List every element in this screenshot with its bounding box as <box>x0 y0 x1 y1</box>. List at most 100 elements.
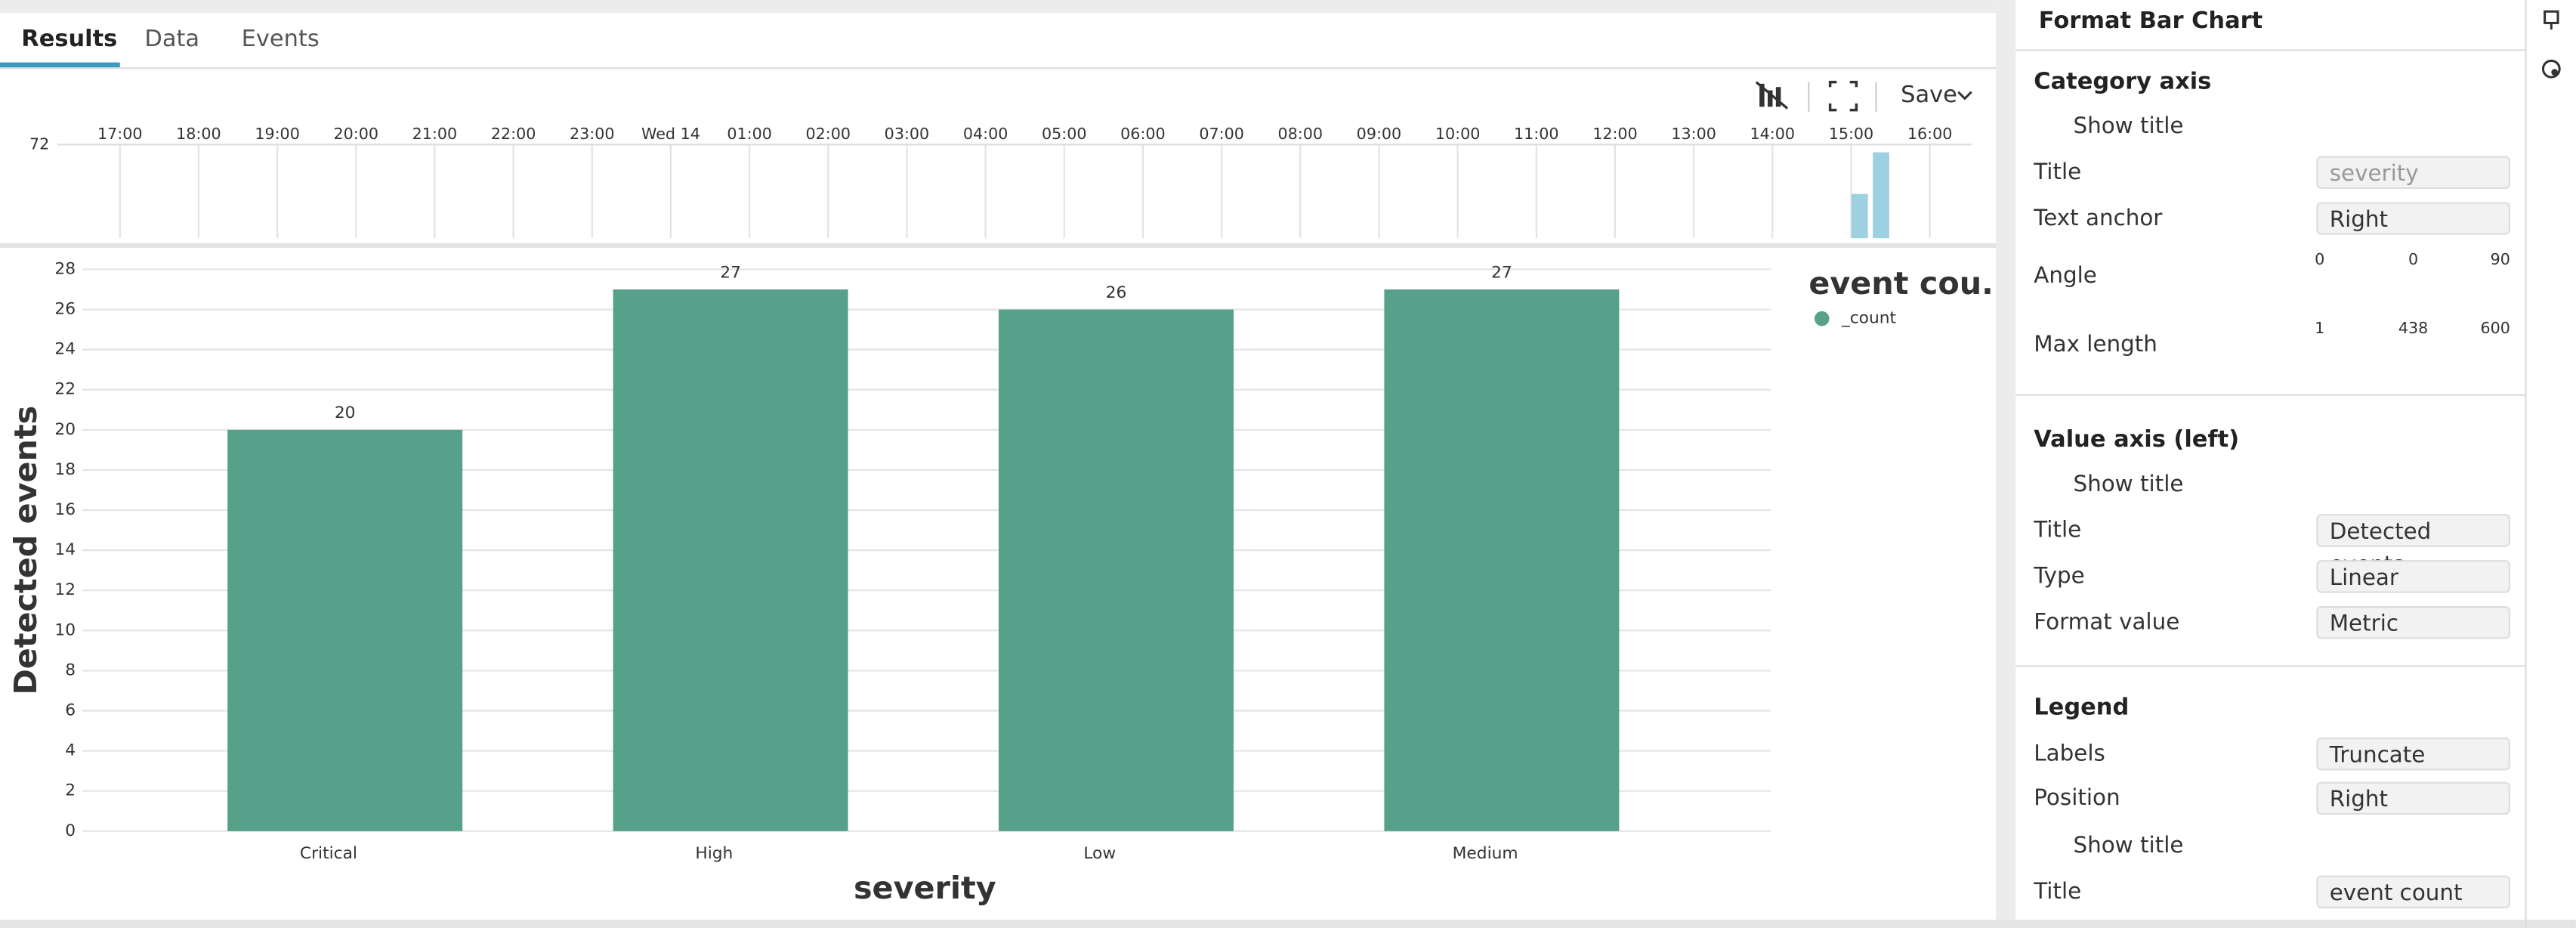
section-title: Legend <box>2034 694 2130 722</box>
x-tick-label: Medium <box>1453 844 1518 863</box>
splitter <box>1996 0 2016 928</box>
dropdown[interactable]: Truncate <box>2316 737 2510 771</box>
section-title: Value axis (left) <box>2034 427 2240 453</box>
x-tick-label: Critical <box>300 844 357 863</box>
save-button[interactable]: Save <box>1901 82 1957 109</box>
y-tick-label: 0 <box>65 821 76 840</box>
value-label: 20 <box>335 404 356 422</box>
y-tick-label: 4 <box>65 741 76 760</box>
section-divider <box>2015 665 2525 667</box>
timeline-tick-label: 20:00 <box>334 125 379 143</box>
top-strip <box>0 0 1997 14</box>
panel-title: Format Bar Chart <box>2038 8 2263 35</box>
text-input[interactable]: severity <box>2316 156 2510 189</box>
y-tick-label: 8 <box>65 660 76 679</box>
field-label: Text anchor <box>2034 205 2163 232</box>
slider-max: 600 <box>2480 320 2510 339</box>
y-tick-label: 14 <box>54 540 76 559</box>
timeline-tick-label: 06:00 <box>1120 125 1166 143</box>
timeline-tick-label: Wed 14 <box>641 125 700 143</box>
toolbar-icons[interactable] <box>1745 76 1991 119</box>
panel-title-border <box>2015 49 2525 51</box>
timeline-tick-label: 02:00 <box>806 125 851 143</box>
dropdown[interactable]: Right <box>2316 202 2510 235</box>
y-tick-label: 10 <box>54 620 76 639</box>
side-icons[interactable] <box>2537 7 2569 89</box>
timeline-tick-label: 15:00 <box>1829 125 1874 143</box>
timeline-tick-label: 13:00 <box>1671 125 1716 143</box>
bar <box>613 289 848 831</box>
field-label: Title <box>2034 159 2082 186</box>
y-tick-label: 28 <box>54 259 76 278</box>
bar <box>227 429 463 831</box>
tab[interactable]: Data <box>144 26 200 53</box>
y-tick-label: 2 <box>65 781 76 800</box>
slider-value: 438 <box>2398 320 2429 339</box>
y-tick-label: 20 <box>54 420 76 439</box>
timeline-tick-label: 01:00 <box>727 125 772 143</box>
y-axis-title: Detected events <box>8 406 44 695</box>
tab-border <box>0 67 1997 70</box>
y-tick-label: 12 <box>54 580 76 599</box>
x-tick-label: Low <box>1083 844 1116 863</box>
checkbox-label: Show title <box>2073 471 2184 498</box>
checkbox-label: Show title <box>2073 113 2184 140</box>
field-label: Type <box>2034 563 2085 590</box>
text-input[interactable]: Detected events <box>2316 514 2510 578</box>
timeline-bar <box>1851 193 1868 239</box>
timeline-tick-label: 08:00 <box>1278 125 1324 143</box>
field-label: Labels <box>2034 741 2105 768</box>
dropdown[interactable]: Metric <box>2316 606 2510 639</box>
slider-min: 0 <box>2315 251 2325 270</box>
field-label: Title <box>2034 878 2082 905</box>
value-label: 26 <box>1106 283 1127 302</box>
timeline-tick-label: 03:00 <box>885 125 930 143</box>
timeline-tick-label: 21:00 <box>412 125 458 143</box>
checkbox-label: Show title <box>2073 832 2184 859</box>
icon-strip-border <box>2525 0 2527 928</box>
timeline-chart: 17:00 18:00 19:00 20:00 21:00 22:00 23:00 Wed 1… <box>29 125 1972 239</box>
tab[interactable]: Results <box>21 26 118 53</box>
x-tick-label: High <box>695 844 733 863</box>
legend-marker <box>1814 311 1830 326</box>
value-label: 27 <box>1491 263 1512 282</box>
timeline-tick-label: 10:00 <box>1435 125 1481 143</box>
y-tick-label: 16 <box>54 500 76 519</box>
timeline-tick-label: 17:00 <box>97 125 143 143</box>
timeline-tick-label: 12:00 <box>1592 125 1638 143</box>
dropdown[interactable]: Right <box>2316 781 2510 815</box>
legend-title: event cou... <box>1808 265 1996 302</box>
timeline-tick-label: 04:00 <box>963 125 1008 143</box>
timeline-border <box>0 243 1997 249</box>
section-divider <box>2015 394 2525 396</box>
y-tick-label: 18 <box>54 460 76 479</box>
timeline-y-tick-label: 72 <box>29 135 49 153</box>
tab[interactable]: Events <box>241 26 320 53</box>
value-label: 27 <box>720 263 741 282</box>
timeline-tick-label: 14:00 <box>1750 125 1796 143</box>
timeline-tick-label: 23:00 <box>570 125 615 143</box>
y-tick-label: 24 <box>54 340 76 359</box>
y-tick-label: 22 <box>54 380 76 399</box>
slider-max: 90 <box>2490 251 2510 270</box>
timeline-tick-label: 22:00 <box>491 125 536 143</box>
bar <box>1384 289 1620 831</box>
field-label: Angle <box>2034 262 2097 289</box>
y-tick-label: 6 <box>65 701 76 720</box>
text-input[interactable]: event count <box>2316 875 2510 908</box>
dropdown[interactable]: Linear <box>2316 560 2510 593</box>
timeline-bar <box>1873 152 1889 239</box>
field-label: Format value <box>2034 609 2180 636</box>
timeline-tick-label: 07:00 <box>1199 125 1244 143</box>
timeline-tick-label: 05:00 <box>1042 125 1087 143</box>
timeline-tick-label: 11:00 <box>1514 125 1559 143</box>
slider-min: 1 <box>2315 320 2325 339</box>
timeline-tick-label: 19:00 <box>255 125 300 143</box>
active-tab-underline <box>0 62 120 68</box>
timeline-tick-label: 18:00 <box>176 125 221 143</box>
field-label: Max length <box>2034 332 2157 358</box>
